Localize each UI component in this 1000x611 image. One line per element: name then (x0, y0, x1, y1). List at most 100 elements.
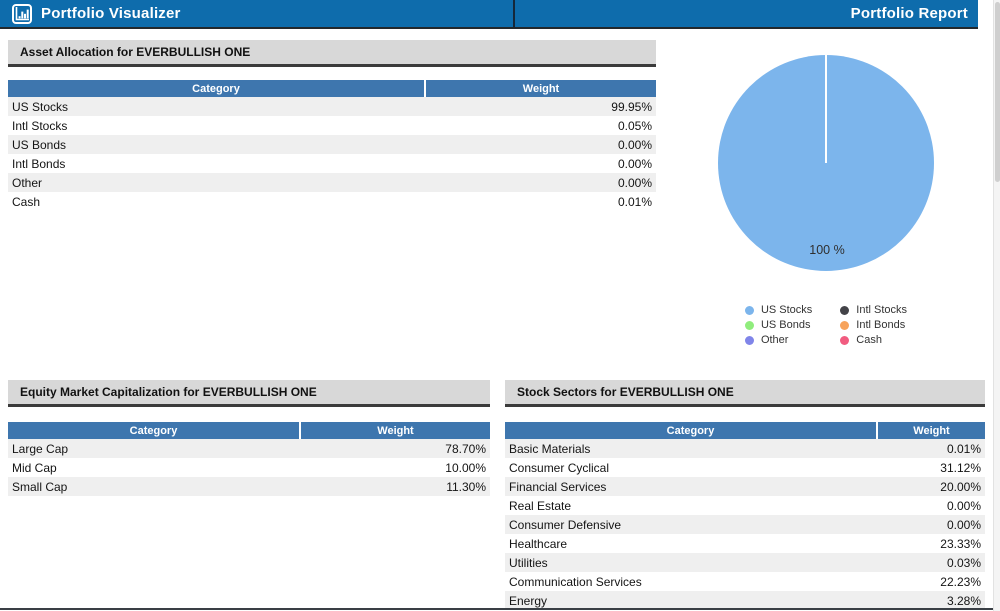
legend-column: US Stocks US Bonds Other (744, 304, 813, 346)
stock-sectors-table: Category Weight Basic Materials 0.01% Cons… (505, 422, 985, 610)
legend-item[interactable]: US Bonds (744, 319, 812, 331)
weight-cell: 31.12% (940, 460, 981, 475)
header-brand-area: Portfolio Visualizer (0, 0, 515, 27)
table-row: Financial Services 20.00% (505, 477, 985, 496)
table-row: Consumer Cyclical 31.12% (505, 458, 985, 477)
legend-item[interactable]: Intl Bonds (840, 319, 907, 331)
legend-marker-icon (744, 335, 754, 345)
legend-label: US Stocks (760, 304, 813, 316)
table-row: Consumer Defensive 0.00% (505, 515, 985, 534)
legend-marker-icon (840, 305, 850, 315)
category-cell: US Bonds (12, 137, 67, 152)
table-header-row: Category Weight (8, 422, 490, 439)
section-title-market-cap: Equity Market Capitalization for EVERBUL… (8, 380, 490, 407)
category-cell: Real Estate (509, 498, 572, 513)
category-cell: Other (12, 175, 43, 190)
category-cell: Mid Cap (12, 460, 57, 475)
pie-data-label: 100 % (809, 243, 844, 257)
legend-item[interactable]: Cash (840, 334, 907, 346)
category-cell: Consumer Defensive (509, 517, 622, 532)
category-cell: Large Cap (12, 441, 69, 456)
legend-label: US Bonds (760, 319, 811, 331)
app-header: Portfolio Visualizer Portfolio Report (0, 0, 978, 29)
column-header-weight: Weight (876, 422, 985, 439)
weight-cell: 22.23% (940, 574, 981, 589)
weight-cell: 0.01% (617, 194, 652, 209)
asset-allocation-pie-chart: 100 % (718, 55, 934, 271)
legend-label: Intl Bonds (856, 319, 906, 331)
legend-item[interactable]: US Stocks (744, 304, 813, 316)
header-title-area: Portfolio Report (515, 0, 978, 27)
weight-cell: 23.33% (940, 536, 981, 551)
section-title-asset-allocation: Asset Allocation for EVERBULLISH ONE (8, 40, 656, 67)
category-cell: Intl Bonds (12, 156, 66, 171)
weight-cell: 0.00% (617, 175, 652, 190)
scrollbar-track[interactable] (993, 0, 1000, 611)
table-row: Large Cap 78.70% (8, 439, 490, 458)
table-header-row: Category Weight (505, 422, 985, 439)
column-header-weight: Weight (299, 422, 490, 439)
weight-cell: 0.03% (946, 555, 981, 570)
category-cell: Intl Stocks (12, 118, 68, 133)
weight-cell: 20.00% (940, 479, 981, 494)
table-row: Other 0.00% (8, 173, 656, 192)
table-header-row: Category Weight (8, 80, 656, 97)
weight-cell: 0.05% (617, 118, 652, 133)
category-cell: Cash (12, 194, 41, 209)
category-cell: Financial Services (509, 479, 607, 494)
table-row: Communication Services 22.23% (505, 572, 985, 591)
category-cell: Small Cap (12, 479, 68, 494)
category-cell: Consumer Cyclical (509, 460, 610, 475)
legend-item[interactable]: Other (744, 334, 812, 346)
legend-label: Intl Stocks (856, 304, 908, 316)
table-row: Mid Cap 10.00% (8, 458, 490, 477)
category-cell: Utilities (509, 555, 548, 570)
table-row: Intl Stocks 0.05% (8, 116, 656, 135)
weight-cell: 11.30% (446, 479, 486, 494)
table-row: Cash 0.01% (8, 192, 656, 211)
brand-link[interactable]: Portfolio Visualizer (41, 5, 181, 22)
table-row: US Bonds 0.00% (8, 135, 656, 154)
weight-cell: 78.70% (445, 441, 486, 456)
legend-marker-icon (840, 320, 850, 330)
column-header-category: Category (8, 422, 300, 439)
weight-cell: 0.00% (946, 498, 981, 513)
legend-marker-icon (744, 305, 754, 315)
column-header-weight: Weight (424, 80, 656, 97)
legend-marker-icon (744, 320, 754, 330)
table-row: Small Cap 11.30% (8, 477, 490, 496)
weight-cell: 99.95% (611, 99, 652, 114)
weight-cell: 0.01% (946, 441, 981, 456)
category-cell: Healthcare (509, 536, 568, 551)
market-cap-table: Category Weight Large Cap 78.70% Mid Cap 10… (8, 422, 490, 496)
legend-item[interactable]: Intl Stocks (840, 304, 907, 316)
table-row: Real Estate 0.00% (505, 496, 985, 515)
chart-legend: US Stocks US Bonds Other Intl Stocks Intl Bo… (706, 304, 946, 346)
legend-label: Other (760, 334, 789, 346)
page-title: Portfolio Report (850, 5, 968, 22)
table-row: US Stocks 99.95% (8, 97, 656, 116)
bar-chart-icon (12, 3, 32, 24)
category-cell: Communication Services (509, 574, 642, 589)
column-header-category: Category (8, 80, 425, 97)
table-row: Energy 3.28% (505, 591, 985, 610)
table-row: Basic Materials 0.01% (505, 439, 985, 458)
legend-marker-icon (840, 335, 850, 345)
category-cell: US Stocks (12, 99, 69, 114)
category-cell: Energy (509, 593, 548, 608)
asset-allocation-table: Category Weight US Stocks 99.95% Intl Stoc… (8, 80, 656, 211)
weight-cell: 0.00% (617, 156, 652, 171)
weight-cell: 10.00% (445, 460, 486, 475)
weight-cell: 0.00% (946, 517, 981, 532)
window-bottom-edge (0, 608, 1000, 610)
section-title-stock-sectors: Stock Sectors for EVERBULLISH ONE (505, 380, 985, 407)
table-row: Intl Bonds 0.00% (8, 154, 656, 173)
weight-cell: 0.00% (617, 137, 652, 152)
legend-column: Intl Stocks Intl Bonds Cash (840, 304, 907, 346)
category-cell: Basic Materials (509, 441, 591, 456)
column-header-category: Category (505, 422, 877, 439)
scrollbar-thumb[interactable] (995, 2, 1000, 182)
weight-cell: 3.28% (946, 593, 981, 608)
table-row: Healthcare 23.33% (505, 534, 985, 553)
